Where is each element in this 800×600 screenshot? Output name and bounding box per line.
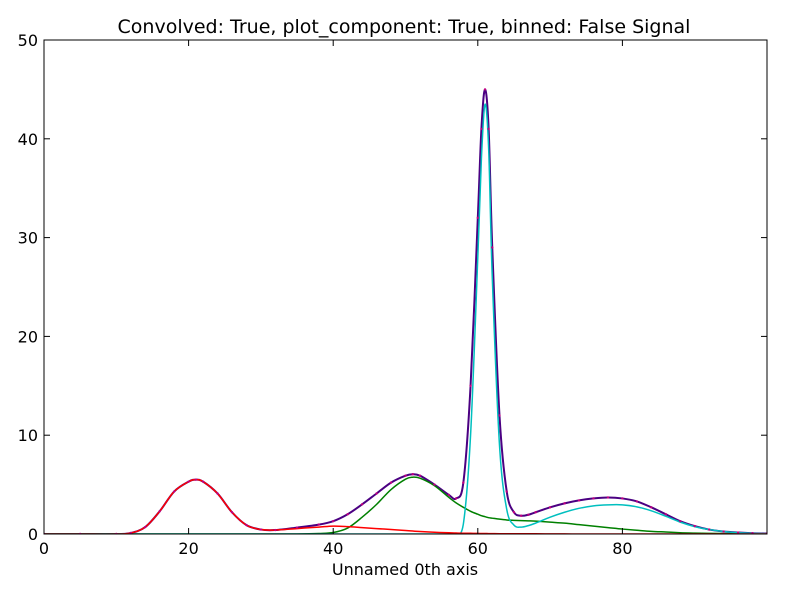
signal-point bbox=[447, 493, 451, 497]
signal-point bbox=[332, 519, 335, 523]
signal-point bbox=[274, 528, 277, 532]
signal-point bbox=[404, 474, 407, 477]
signal-point bbox=[491, 246, 494, 249]
signal-point bbox=[621, 497, 624, 500]
plot-frame bbox=[43, 39, 768, 535]
signal-point bbox=[259, 528, 263, 531]
x-tick-label: 80 bbox=[612, 539, 632, 558]
signal-point bbox=[527, 513, 530, 516]
x-tick-label: 0 bbox=[39, 539, 49, 558]
signal-point bbox=[577, 499, 581, 502]
series-line-1 bbox=[44, 103, 767, 534]
signal-point bbox=[512, 511, 516, 514]
signal-point bbox=[144, 525, 147, 529]
signal-point bbox=[505, 490, 508, 493]
signal-point bbox=[635, 500, 639, 503]
signal-point bbox=[519, 514, 523, 517]
x-axis-label: Unnamed 0th axis bbox=[332, 560, 478, 579]
signal-point bbox=[469, 384, 472, 387]
signal-point bbox=[216, 492, 219, 495]
signal-point bbox=[476, 216, 479, 220]
axis-ticks: 0 20 40 60 80 0 10 20 30 40 50 bbox=[18, 31, 767, 558]
signal-point bbox=[158, 510, 161, 513]
signal-point bbox=[194, 478, 198, 481]
signal-point bbox=[693, 524, 696, 528]
signal-point bbox=[650, 506, 653, 509]
signal-point bbox=[606, 496, 610, 499]
chart-title: Convolved: True, plot_component: True, b… bbox=[118, 16, 691, 38]
signal-point bbox=[360, 503, 364, 506]
signal-points bbox=[44, 88, 767, 534]
signal-point bbox=[201, 480, 205, 483]
signal-point bbox=[317, 523, 320, 526]
signal-point bbox=[389, 481, 393, 484]
signal-point bbox=[480, 127, 483, 131]
signal-point bbox=[187, 480, 190, 483]
signal-point bbox=[129, 531, 132, 534]
signal-point bbox=[418, 474, 422, 477]
signal-point bbox=[230, 511, 234, 514]
signal-point bbox=[245, 523, 248, 527]
series-line-2 bbox=[44, 476, 767, 534]
x-tick-label: 60 bbox=[468, 539, 488, 558]
signal-point bbox=[487, 127, 490, 131]
signal-point bbox=[563, 502, 566, 505]
signal-point bbox=[346, 513, 349, 516]
signal-point bbox=[534, 511, 537, 514]
signal-point bbox=[722, 530, 725, 533]
y-tick-label: 50 bbox=[18, 31, 38, 50]
signal-point bbox=[411, 473, 414, 476]
x-tick-label: 40 bbox=[323, 539, 343, 558]
series-line-0 bbox=[44, 88, 767, 534]
signal-point bbox=[295, 526, 299, 529]
y-tick-label: 10 bbox=[18, 426, 38, 445]
signal-point bbox=[498, 414, 501, 417]
signal-point bbox=[707, 528, 711, 531]
signal-point bbox=[483, 88, 487, 91]
y-tick-label: 30 bbox=[18, 229, 38, 248]
signal-point bbox=[433, 483, 436, 486]
signal-point bbox=[664, 513, 667, 516]
y-tick-label: 40 bbox=[18, 130, 38, 149]
signal-point bbox=[454, 497, 458, 500]
plot-area bbox=[44, 88, 767, 534]
signal-point bbox=[375, 492, 378, 495]
signal-point bbox=[172, 490, 176, 493]
signal-point bbox=[592, 497, 595, 500]
signal-point bbox=[679, 519, 682, 523]
signal-point bbox=[462, 481, 465, 484]
y-tick-label: 20 bbox=[18, 327, 38, 346]
x-tick-label: 20 bbox=[178, 539, 198, 558]
signal-point bbox=[548, 506, 552, 509]
series-line-3 bbox=[44, 478, 767, 534]
signal-point bbox=[736, 531, 740, 534]
y-tick-label: 0 bbox=[28, 525, 38, 544]
